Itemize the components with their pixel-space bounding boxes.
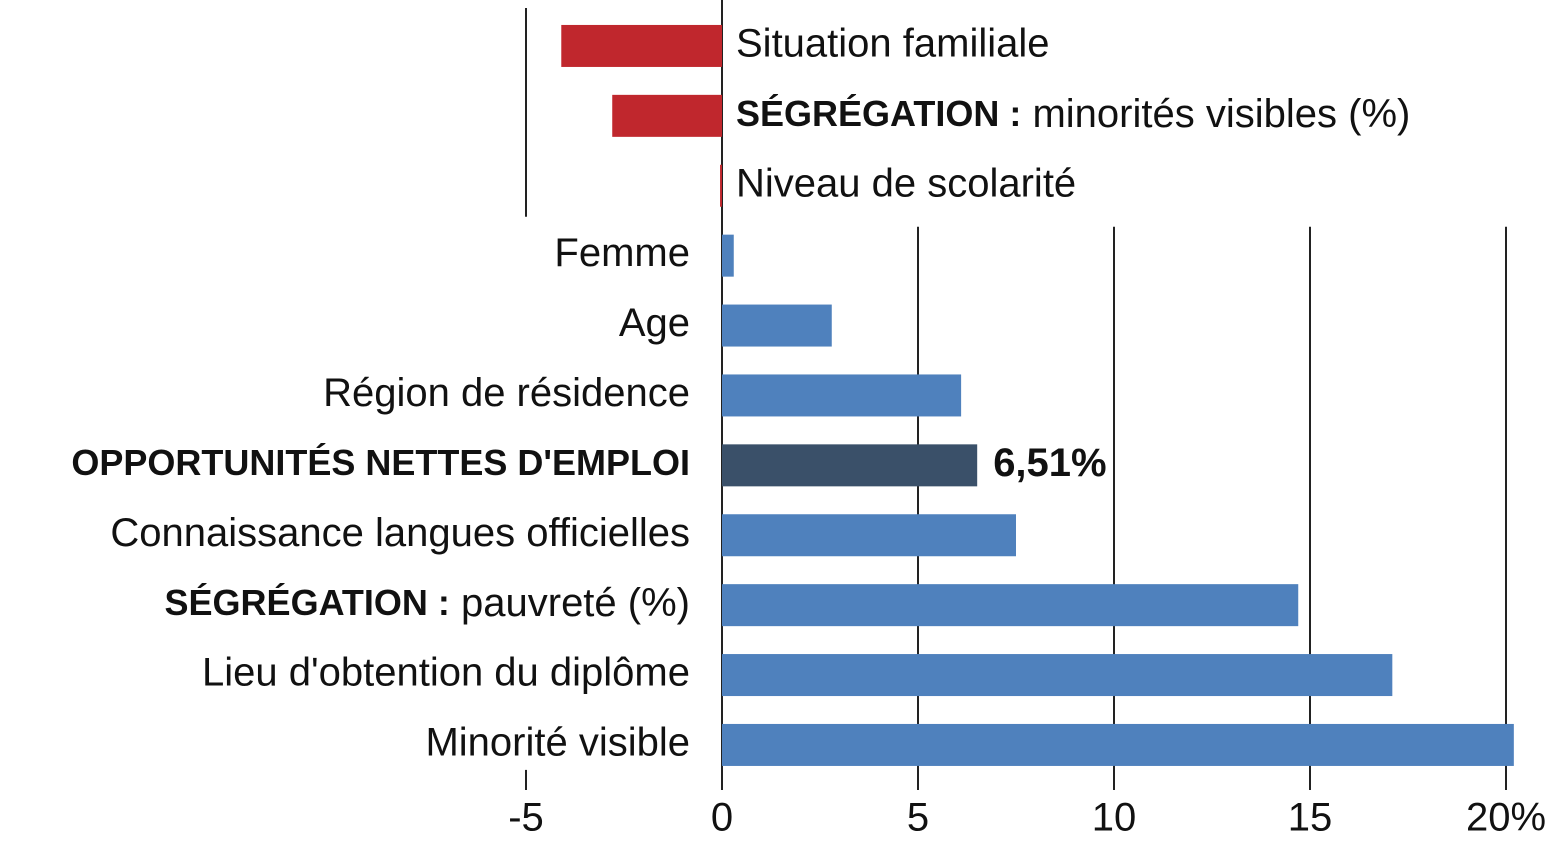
- x-tick-label: 0: [711, 796, 733, 840]
- category-label: Lieu d'obtention du diplôme: [202, 651, 690, 695]
- bar: [612, 94, 722, 137]
- category-label: Femme: [554, 231, 690, 275]
- bar: [722, 304, 832, 347]
- value-label: 6,51%: [993, 441, 1106, 485]
- bar: [722, 584, 1299, 627]
- category-label: Situation familiale: [736, 22, 1050, 66]
- category-label: SÉGRÉGATION : minorités visibles (%): [736, 91, 1410, 135]
- x-tick-label: 5: [907, 796, 929, 840]
- bar: [722, 514, 1016, 557]
- bar: [722, 234, 734, 277]
- bar: [722, 723, 1514, 766]
- x-tick-label: 20%: [1466, 796, 1546, 840]
- category-label: Niveau de scolarité: [736, 161, 1076, 205]
- bar: [720, 164, 722, 207]
- category-label: Age: [619, 301, 690, 345]
- category-label: Connaissance langues officielles: [110, 511, 690, 555]
- x-tick-label: 10: [1092, 796, 1137, 840]
- bar: [722, 444, 978, 487]
- category-label: Région de résidence: [323, 371, 690, 415]
- category-label: SÉGRÉGATION : pauvreté (%): [165, 581, 690, 625]
- category-label: Minorité visible: [425, 721, 690, 765]
- x-tick-label: -5: [508, 796, 544, 840]
- bar: [561, 24, 722, 67]
- bar: [722, 654, 1393, 697]
- category-label: OPPORTUNITÉS NETTES D'EMPLOI: [71, 442, 690, 483]
- x-tick-label: 15: [1288, 796, 1333, 840]
- bar: [722, 374, 962, 417]
